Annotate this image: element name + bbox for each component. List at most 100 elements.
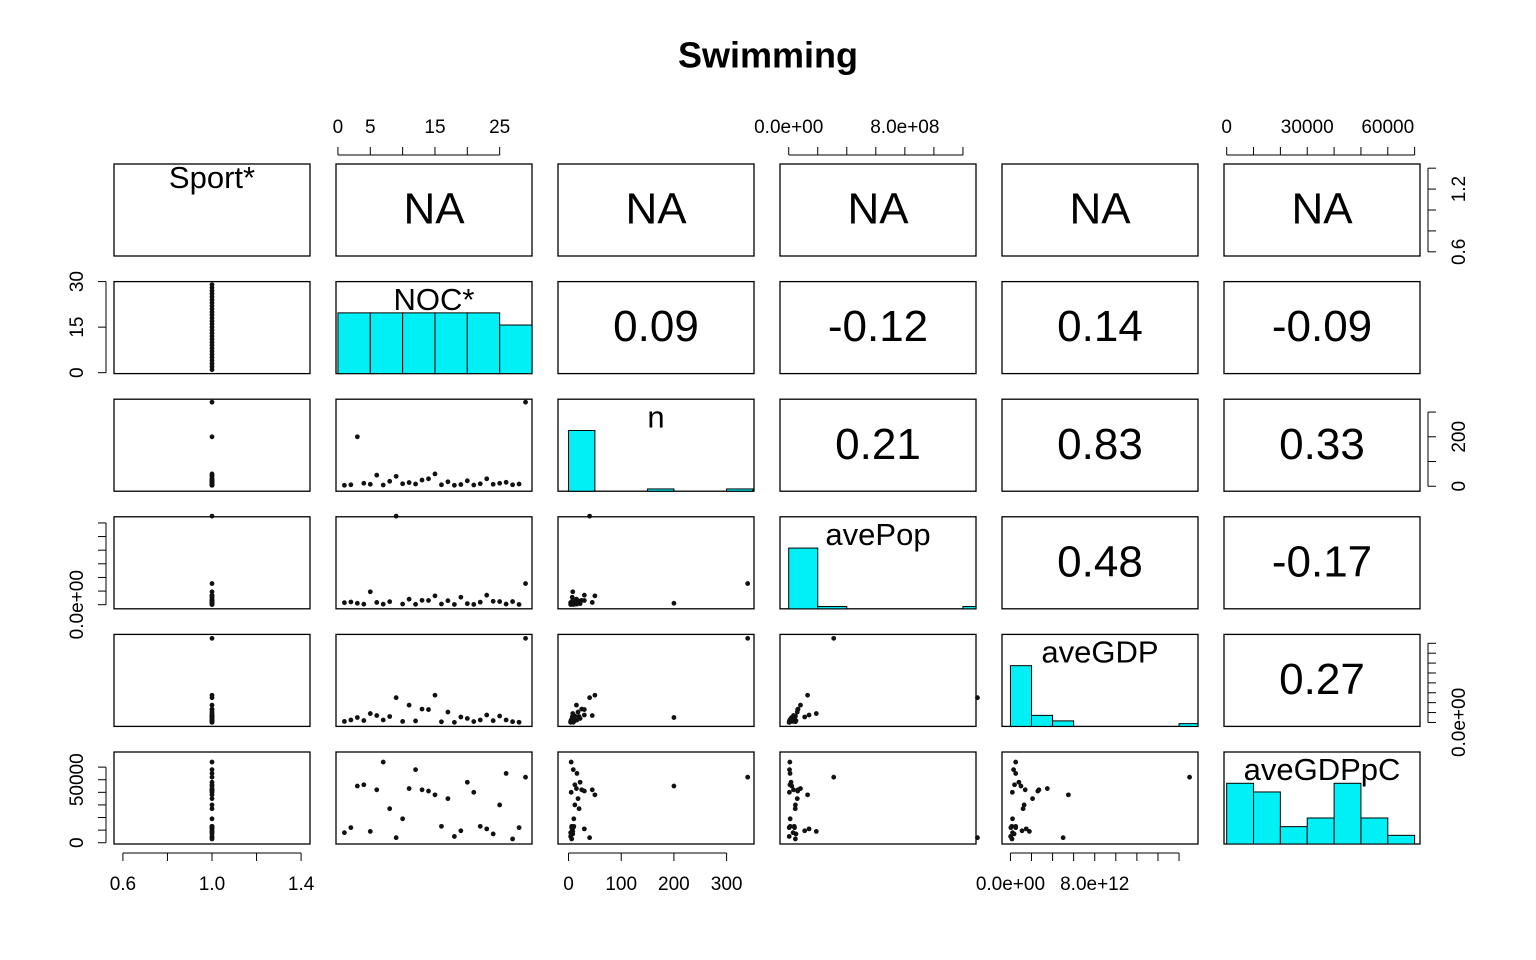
scatter-point [802, 714, 808, 720]
scatter-point [497, 713, 503, 719]
panel [1223, 163, 1421, 257]
scatter-point [209, 774, 215, 780]
scatter-point [451, 834, 457, 839]
panel [113, 633, 311, 728]
scatter-point [574, 771, 580, 776]
x-tick-label: 0 [333, 117, 344, 138]
scatter-point [576, 806, 582, 812]
panel [1001, 516, 1199, 610]
scatter-point [510, 719, 515, 725]
scatter-point [387, 478, 393, 484]
scatter-point [439, 482, 444, 488]
scatter-point [805, 792, 810, 798]
panel [335, 163, 533, 257]
scatter-point [400, 481, 406, 487]
scatter-point [516, 602, 522, 607]
hist-bar [1178, 723, 1199, 727]
scatter-point [419, 477, 425, 483]
variable-label: Sport* [169, 160, 255, 195]
x-tick-label: 5 [365, 117, 376, 138]
scatter-point [798, 702, 803, 708]
hist-bar [647, 488, 675, 492]
scatter-point [806, 826, 812, 832]
x-tick-label: 8.0e+12 [1060, 874, 1129, 895]
scatter-point [581, 826, 587, 832]
scatter-point [792, 836, 798, 842]
x-tick-label: 15 [424, 117, 445, 138]
scatter-point [209, 476, 215, 482]
scatter-point [568, 789, 574, 795]
scatter-point [510, 482, 515, 488]
panel [557, 163, 755, 257]
panel [779, 398, 977, 492]
x-tick-label: 1.0 [199, 874, 225, 895]
scatter-point [574, 702, 579, 708]
scatter-point [794, 709, 800, 715]
scatter-point [380, 601, 386, 607]
scatter-point [209, 719, 215, 725]
scatter-point [445, 709, 451, 715]
hist-bar [1009, 665, 1033, 727]
scatter-point [439, 823, 444, 829]
scatter-point [400, 719, 406, 724]
scatter-point [400, 601, 406, 607]
scatter-point [439, 601, 444, 607]
scatter-point [209, 589, 215, 595]
scatter-point [426, 707, 431, 712]
scatter-point [209, 635, 215, 641]
x-tick-label: 0.0e+00 [976, 874, 1045, 895]
scatter-point [1065, 792, 1071, 798]
scatter-point [788, 779, 794, 785]
scatter-point [792, 806, 798, 812]
scatter-point [445, 796, 451, 802]
x-tick-label: 1.4 [288, 874, 315, 895]
scatter-point [1011, 767, 1016, 773]
scatter-point [426, 598, 431, 603]
scatter-point [413, 601, 418, 607]
scatter-point [413, 718, 418, 724]
y-tick-label: 1.2 [1449, 176, 1470, 202]
scatter-point [426, 788, 431, 794]
scatter-point [787, 767, 792, 773]
scatter-point [792, 713, 798, 719]
scatter-point [209, 836, 215, 842]
scatter-point [1009, 789, 1015, 795]
scatter-point [570, 831, 576, 837]
scatter-point [805, 692, 810, 698]
scatter-point [587, 513, 593, 519]
scatter-point [570, 767, 576, 773]
correlation: -0.09 [1272, 302, 1372, 351]
scatter-point [209, 592, 215, 598]
scatter-point [572, 802, 578, 808]
scatter-point [458, 482, 464, 487]
scatter-point [209, 481, 215, 487]
scatter-point [787, 816, 793, 822]
panel [1223, 516, 1421, 610]
scatter-point [374, 713, 380, 718]
scatter-point [406, 786, 412, 791]
scatter-point [393, 473, 399, 479]
scatter-point [589, 713, 595, 718]
hist-bar [499, 324, 533, 375]
scatter-point [786, 825, 792, 831]
panel [113, 398, 311, 492]
scatter-point [831, 635, 837, 641]
scatter-point [574, 717, 580, 723]
variable-label: NOC* [394, 282, 475, 317]
scatter-point [794, 796, 800, 802]
scatter-point [793, 831, 799, 837]
scatter-point [209, 789, 215, 795]
scatter-point [361, 782, 367, 788]
correlation: 0.48 [1057, 537, 1143, 586]
y-tick-label: 0 [67, 367, 88, 378]
correlation: -0.12 [828, 302, 928, 351]
scatter-point [400, 816, 406, 822]
scatter-point [367, 481, 373, 487]
scatter-point [484, 826, 490, 832]
scatter-point [419, 787, 425, 793]
scatter-point [568, 759, 574, 765]
y-tick-label: 0.0e+00 [67, 570, 88, 639]
hist-bar [369, 312, 404, 375]
hist-bar [817, 606, 848, 610]
scatter-point [209, 434, 215, 440]
